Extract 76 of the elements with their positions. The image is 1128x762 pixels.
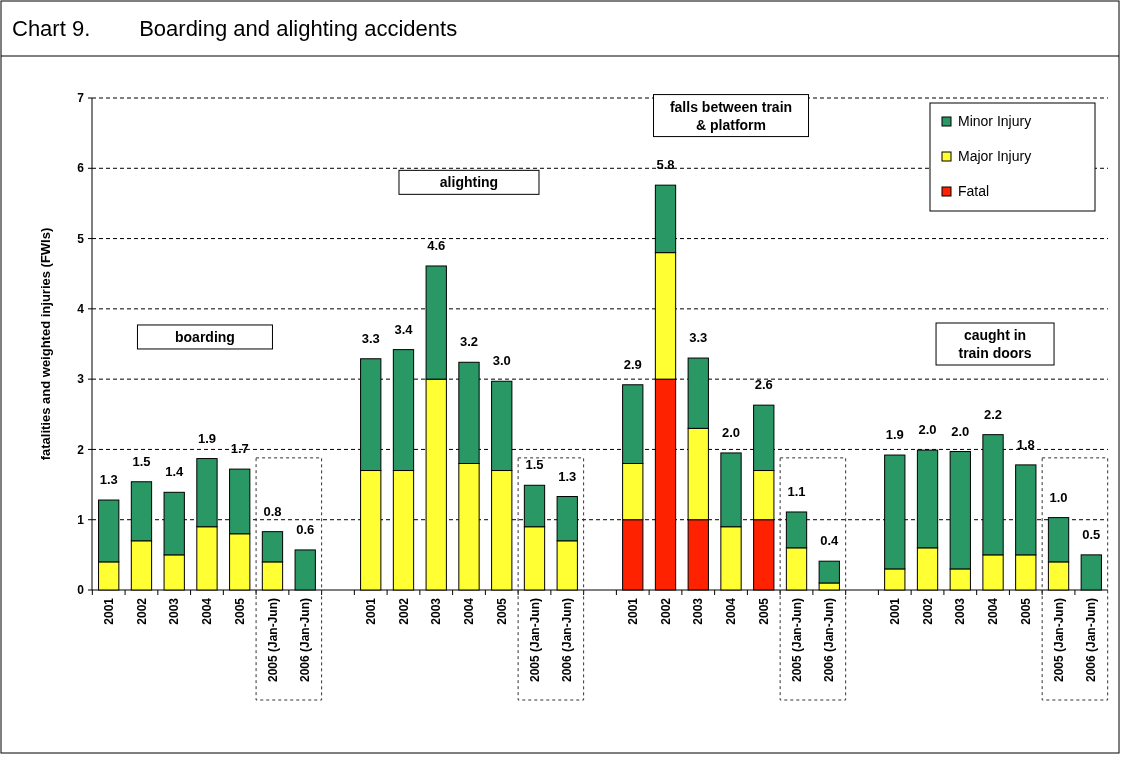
y-tick-label: 5	[77, 231, 85, 246]
y-tick-label: 3	[77, 372, 85, 387]
total-label: 2.0	[951, 423, 970, 439]
x-tick-label: 2006 (Jan-Jun)	[822, 598, 837, 683]
x-tick-label: 2005 (Jan-Jun)	[1051, 598, 1066, 683]
x-tick-label: 2005 (Jan-Jun)	[789, 598, 804, 683]
x-tick-label: 2004	[462, 597, 477, 625]
total-label: 1.1	[787, 483, 806, 499]
x-tick-label: 2006 (Jan-Jun)	[1084, 598, 1099, 683]
total-label: 1.4	[165, 464, 185, 480]
y-axis-title: fatalities and weighted injuries (FWIs)	[38, 227, 53, 461]
total-label: 1.3	[99, 472, 118, 488]
legend-label: Major Injury	[958, 147, 1032, 164]
total-label: 1.9	[197, 430, 216, 446]
x-tick-label: 2003	[167, 597, 182, 625]
x-tick-label: 2002	[396, 597, 411, 625]
total-label: 1.5	[525, 457, 544, 473]
total-label: 3.0	[492, 353, 511, 369]
x-tick-label: 2001	[887, 597, 902, 625]
text-box: alighting	[398, 169, 540, 195]
y-tick-label: 6	[77, 161, 85, 176]
total-label: 2.2	[984, 406, 1003, 422]
total-label: 0.6	[296, 521, 315, 537]
y-tick-label: 1	[77, 512, 85, 527]
text-box: falls between train & platform	[653, 94, 809, 138]
legend-label: Fatal	[958, 182, 990, 199]
total-label: 3.3	[361, 330, 380, 346]
total-label: 2.9	[623, 356, 642, 372]
y-tick-label: 2	[77, 442, 85, 457]
x-tick-label: 2005	[494, 597, 509, 625]
total-label: 0.8	[263, 503, 282, 519]
legend-label: Minor Injury	[958, 112, 1032, 129]
total-label: 3.3	[689, 330, 708, 346]
x-tick-label: 2003	[691, 597, 706, 625]
total-label: 0.5	[1082, 526, 1101, 542]
text-box: caught in train doors	[935, 322, 1055, 366]
total-label: 2.0	[721, 424, 741, 440]
total-label: 0.4	[820, 533, 840, 549]
total-label: 1.3	[558, 468, 577, 484]
x-tick-label: 2003	[429, 597, 444, 625]
y-tick-label: 0	[77, 583, 85, 598]
total-label: 4.6	[427, 237, 446, 253]
total-label: 1.5	[132, 453, 151, 469]
x-tick-label: 2002	[134, 597, 149, 625]
total-label: 5.8	[656, 157, 675, 173]
x-tick-label: 2001	[363, 597, 378, 625]
x-tick-label: 2001	[101, 597, 116, 625]
chart-title: Chart 9. Boarding and alighting accidents	[12, 16, 458, 41]
x-tick-label: 2006 (Jan-Jun)	[560, 598, 575, 683]
total-label: 1.0	[1049, 489, 1068, 505]
y-tick-label: 4	[77, 302, 85, 317]
total-label: 3.4	[394, 321, 414, 337]
x-tick-label: 2001	[625, 597, 640, 625]
y-tick-label: 7	[77, 91, 85, 106]
text-box: boarding	[136, 324, 273, 350]
total-label: 3.2	[459, 334, 479, 350]
x-tick-label: 2005 (Jan-Jun)	[527, 598, 542, 683]
total-label: 2.0	[918, 422, 937, 438]
x-tick-label: 2005	[232, 597, 247, 625]
x-tick-label: 2005 (Jan-Jun)	[265, 598, 280, 683]
annotation: caught in train doors	[958, 327, 1032, 361]
total-label: 1.9	[885, 427, 904, 443]
annotation: falls between train & platform	[669, 98, 793, 133]
annotation: alighting	[439, 174, 499, 191]
total-label: 1.8	[1016, 436, 1035, 452]
x-tick-label: 2002	[920, 597, 935, 625]
x-tick-label: 2004	[724, 597, 739, 625]
x-tick-label: 2002	[658, 597, 673, 625]
x-tick-label: 2005	[1018, 597, 1033, 625]
x-tick-label: 2003	[953, 597, 968, 625]
annotation: boarding	[175, 328, 235, 345]
x-tick-label: 2004	[986, 597, 1001, 625]
x-tick-label: 2006 (Jan-Jun)	[298, 598, 313, 683]
x-tick-label: 2004	[200, 597, 215, 625]
x-tick-label: 2005	[756, 597, 771, 625]
total-label: 2.6	[754, 377, 773, 393]
